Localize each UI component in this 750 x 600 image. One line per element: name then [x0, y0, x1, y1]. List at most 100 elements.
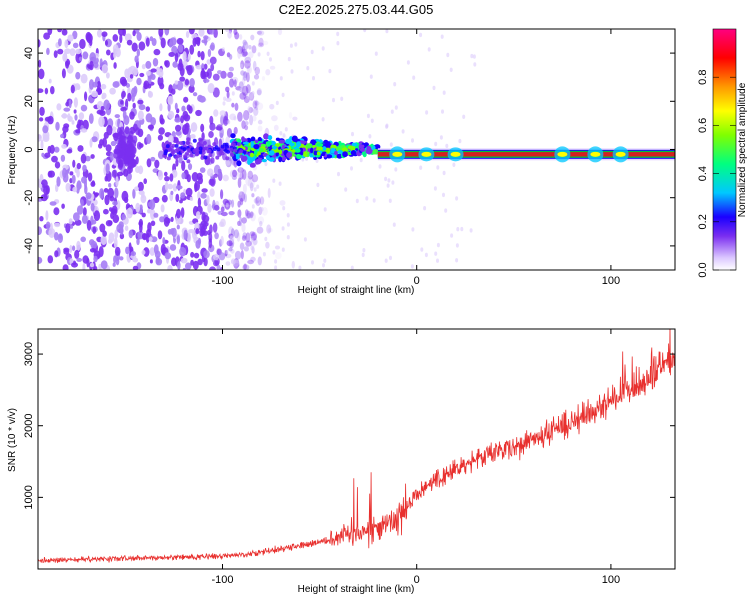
noise-blob [176, 208, 181, 219]
snr-frame [37, 328, 676, 570]
noise-blob [241, 217, 247, 224]
band-blob [374, 144, 381, 150]
noise-blob [98, 116, 105, 127]
band-blob [336, 150, 344, 154]
noise-blob [179, 199, 183, 204]
noise-blob [62, 125, 69, 133]
band-blob [168, 153, 173, 158]
noise-blob [80, 128, 88, 133]
noise-blob [168, 84, 173, 94]
noise-blob [281, 92, 285, 98]
noise-blob [154, 159, 160, 169]
noise-blob [103, 99, 110, 111]
noise-blob [80, 73, 88, 84]
noise-blob [84, 91, 88, 102]
noise-blob [234, 102, 239, 111]
noise-blob [472, 54, 476, 59]
noise-blob [88, 113, 94, 124]
noise-blob [260, 207, 264, 212]
colorbar-tick-label: 0.0 [697, 262, 709, 277]
noise-blob [41, 179, 48, 189]
noise-blob [220, 70, 227, 79]
noise-blob [244, 121, 249, 126]
noise-blob [61, 29, 68, 36]
noise-blob [124, 33, 132, 42]
noise-blob [201, 68, 205, 78]
noise-blob [167, 95, 174, 105]
noise-blob [126, 39, 133, 46]
noise-blob [249, 114, 254, 126]
band-blob [316, 151, 321, 156]
noise-blob [242, 91, 248, 100]
noise-blob [239, 92, 246, 100]
noise-blob [69, 244, 73, 254]
noise-blob [473, 62, 477, 67]
noise-blob [85, 192, 92, 200]
noise-blob [75, 48, 82, 55]
noise-blob [147, 83, 152, 89]
band-blob [215, 155, 220, 160]
noise-blob [132, 67, 139, 76]
noise-blob [145, 70, 151, 76]
band-blob [303, 151, 308, 157]
noise-blob [171, 257, 177, 267]
noise-blob [284, 127, 288, 132]
noise-blob [386, 183, 390, 188]
noise-blob [179, 76, 186, 82]
noise-blob [368, 134, 372, 139]
noise-blob [208, 238, 213, 249]
noise-blob [362, 248, 366, 253]
noise-blob [198, 176, 203, 185]
noise-blob [141, 250, 146, 255]
figure-title: C2E2.2025.275.03.44.G05 [279, 2, 434, 17]
noise-blob [288, 112, 293, 119]
band-blob [272, 145, 277, 150]
noise-blob [321, 117, 325, 122]
noise-blob [150, 73, 156, 80]
noise-blob [160, 243, 166, 255]
noise-blob [213, 109, 219, 117]
noise-blob [272, 250, 276, 255]
noise-blob [385, 29, 389, 34]
noise-blob [84, 185, 88, 195]
noise-blob [75, 129, 81, 134]
noise-blob [207, 83, 215, 94]
band-blob [310, 139, 317, 146]
noise-blob [150, 156, 156, 162]
noise-blob [157, 150, 165, 160]
noise-blob [254, 99, 259, 111]
noise-blob [242, 264, 250, 270]
noise-blob [286, 222, 290, 227]
noise-blob [182, 124, 189, 135]
noise-blob [203, 35, 209, 40]
noise-blob [172, 169, 178, 178]
y-tick-label: -20 [23, 190, 35, 206]
noise-blob [389, 255, 392, 261]
noise-blob [189, 78, 195, 87]
noise-blob [60, 133, 65, 139]
noise-blob [143, 247, 150, 257]
band-blob [164, 149, 169, 154]
noise-blob [99, 58, 103, 68]
noise-blob [274, 245, 281, 250]
noise-blob [203, 250, 210, 259]
noise-blob [249, 211, 254, 219]
noise-blob [228, 66, 234, 72]
noise-blob [233, 29, 238, 35]
noise-blob [370, 118, 374, 124]
noise-blob [241, 223, 246, 233]
colorbar-label: Normalized spectral amplitude [737, 82, 748, 217]
noise-blob [159, 114, 164, 124]
noise-blob [136, 32, 142, 41]
noise-blob [47, 29, 53, 36]
noise-blob [105, 144, 112, 152]
noise-blob [149, 259, 153, 264]
noise-blob [143, 82, 148, 90]
noise-blob [148, 91, 153, 98]
noise-blob [201, 188, 208, 193]
band-blob [220, 144, 225, 149]
noise-blob [219, 110, 226, 117]
noise-blob [138, 165, 144, 175]
noise-blob [164, 29, 170, 36]
noise-blob [172, 183, 178, 192]
